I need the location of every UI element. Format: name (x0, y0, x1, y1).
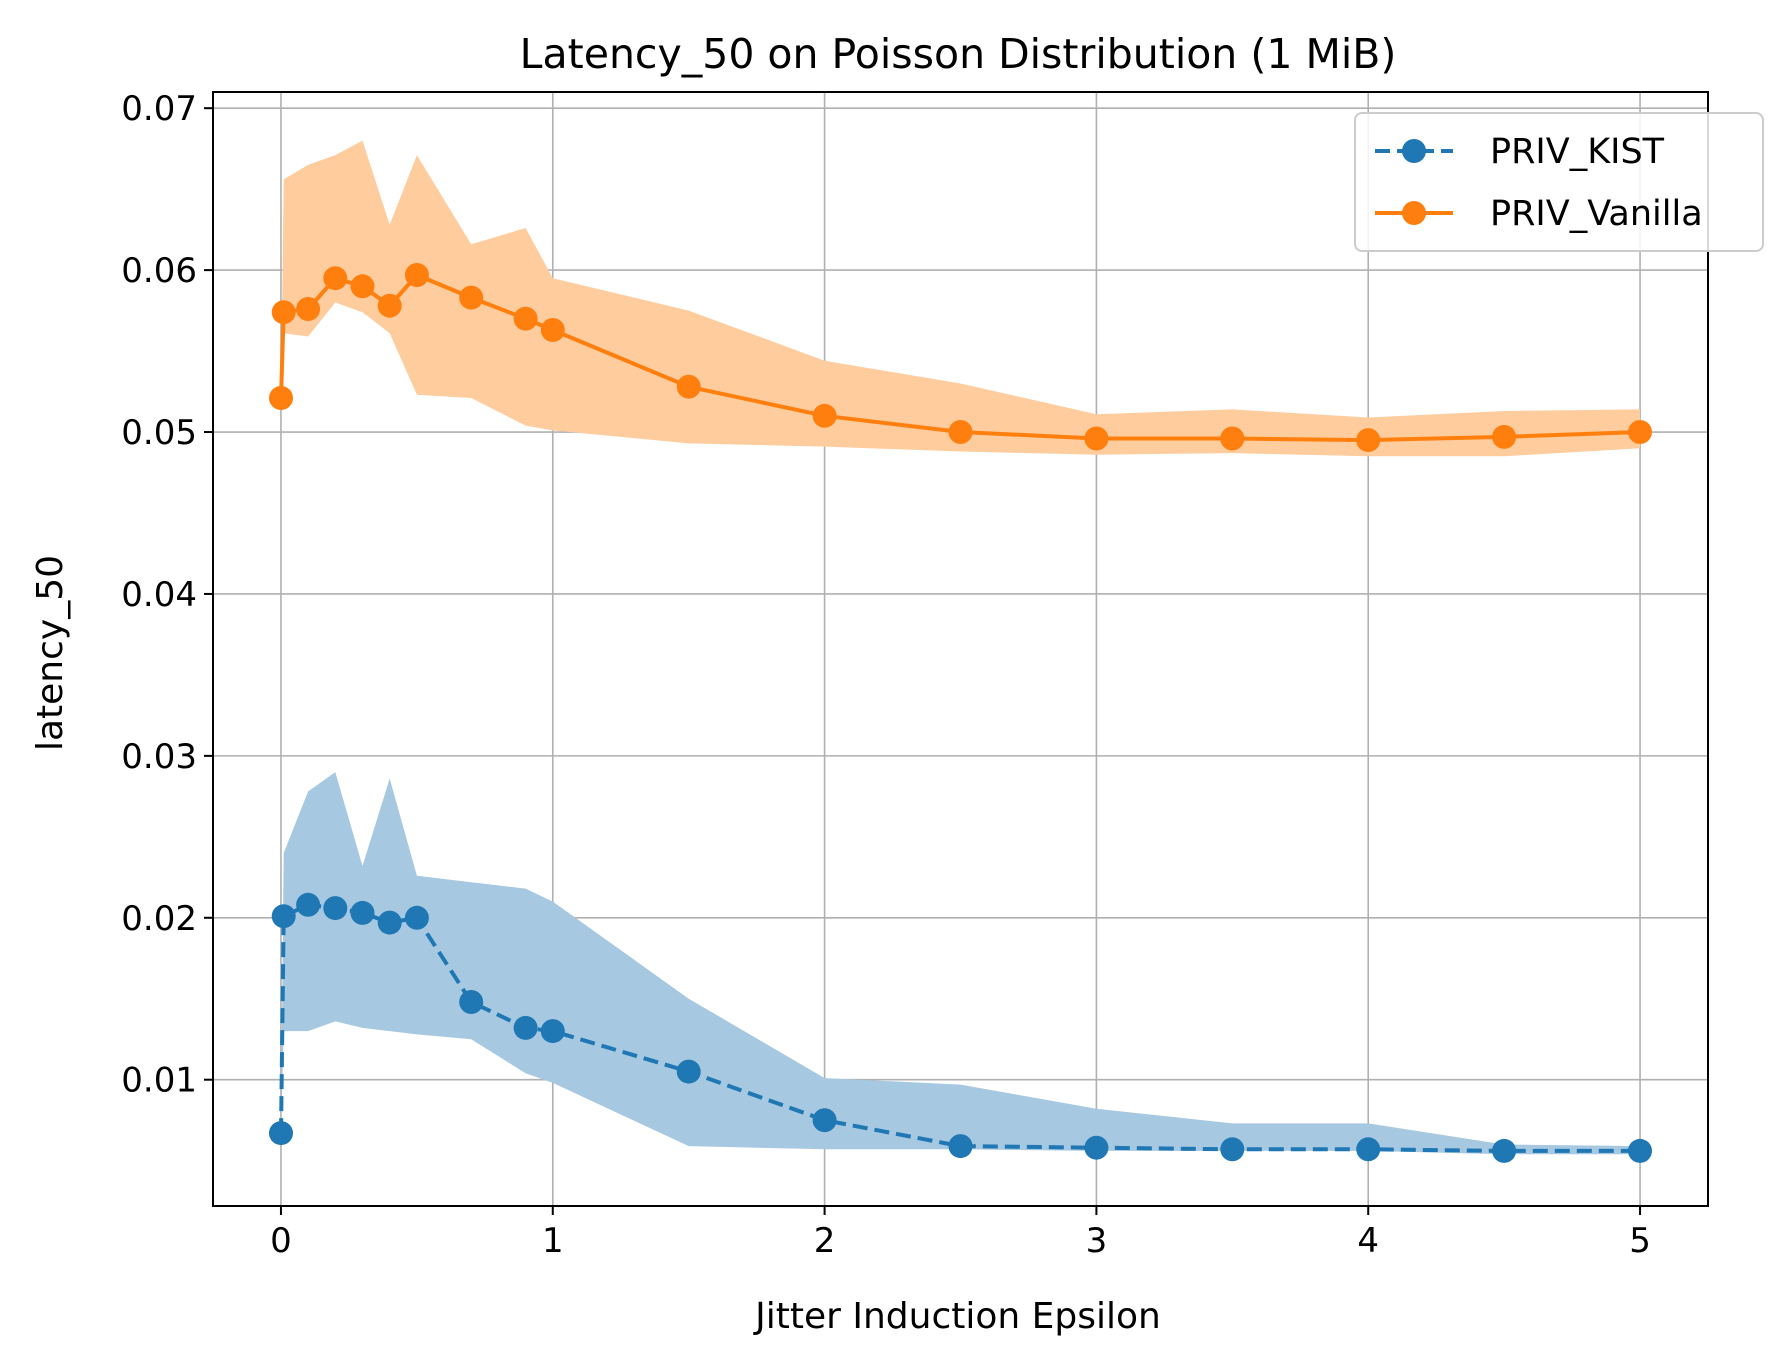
priv-vanilla-point (296, 297, 321, 321)
y-tick-label: 0.06 (121, 251, 197, 291)
y-axis-label: latency_50 (30, 555, 71, 751)
priv-kist-point (404, 905, 429, 930)
priv-vanilla-point (323, 266, 348, 291)
x-tick-label: 4 (1357, 1221, 1379, 1261)
x-tick-label: 2 (814, 1221, 836, 1261)
y-tick-label: 0.04 (121, 575, 197, 615)
priv-vanilla-point (1220, 426, 1245, 451)
priv-kist-point (1084, 1135, 1109, 1160)
priv-vanilla-legend-label: PRIV_Vanilla (1490, 194, 1703, 234)
y-tick-label: 0.03 (121, 737, 197, 777)
x-axis-label: Jitter Induction Epsilon (753, 1296, 1161, 1337)
priv-vanilla-point (812, 403, 837, 428)
priv-kist-point (513, 1015, 538, 1040)
priv-kist-point (296, 892, 321, 917)
plot-frame (212, 91, 1709, 1207)
priv-vanilla-point (271, 300, 296, 325)
priv-vanilla-band (281, 140, 1640, 457)
confidence-bands (281, 140, 1640, 1155)
priv-vanilla-point (540, 318, 565, 342)
priv-vanilla-legend-marker (1402, 201, 1426, 225)
priv-vanilla-point (269, 386, 293, 410)
y-tick-label: 0.01 (121, 1061, 197, 1101)
y-tick-label: 0.05 (121, 413, 197, 453)
x-tick-label: 5 (1629, 1221, 1651, 1261)
priv-kist-point (948, 1134, 973, 1159)
priv-kist-point (1356, 1137, 1381, 1162)
priv-vanilla-point (459, 285, 484, 310)
priv-vanilla-point (377, 293, 402, 318)
priv-kist-legend-marker (1402, 139, 1426, 163)
priv-vanilla-point (350, 274, 375, 299)
priv-kist-point (1220, 1137, 1245, 1162)
priv-vanilla-point (513, 306, 538, 331)
priv-kist-point (323, 896, 348, 921)
priv-kist-point (377, 910, 402, 935)
priv-vanilla-point (1628, 420, 1652, 444)
x-tick-label: 3 (1086, 1221, 1108, 1261)
x-tick-label: 0 (270, 1221, 292, 1261)
priv-kist-legend-label: PRIV_KIST (1490, 132, 1665, 172)
priv-kist-point (1628, 1138, 1652, 1163)
priv-vanilla-point (1084, 426, 1109, 451)
priv-kist-point (812, 1108, 837, 1133)
priv-kist-point (271, 904, 296, 929)
priv-kist-point (676, 1059, 701, 1084)
y-tick-label: 0.07 (121, 89, 197, 129)
axis-ticks: 0 1 2 3 4 5 0.01 0.02 0.03 0.04 0.05 0.06 0.07 (121, 89, 1651, 1261)
priv-kist-point (459, 990, 484, 1014)
priv-kist-point (540, 1019, 565, 1044)
legend: PRIV_KIST PRIV_Vanilla (1354, 112, 1764, 252)
legend-box (1354, 112, 1764, 252)
priv-kist-band (281, 772, 1640, 1155)
priv-vanilla-point (676, 374, 701, 399)
chart-title: Latency_50 on Poisson Distribution (1 Mi… (520, 30, 1397, 78)
priv-vanilla-point (948, 420, 973, 444)
priv-kist-point (350, 900, 375, 925)
priv-vanilla-point (404, 263, 429, 287)
priv-vanilla-point (1492, 424, 1517, 449)
priv-kist-point (1492, 1138, 1517, 1163)
y-tick-label: 0.02 (121, 899, 197, 939)
priv-kist-point (269, 1121, 293, 1146)
x-tick-label: 1 (542, 1221, 564, 1261)
priv-vanilla-point (1356, 428, 1381, 453)
series-points (269, 263, 1652, 1163)
